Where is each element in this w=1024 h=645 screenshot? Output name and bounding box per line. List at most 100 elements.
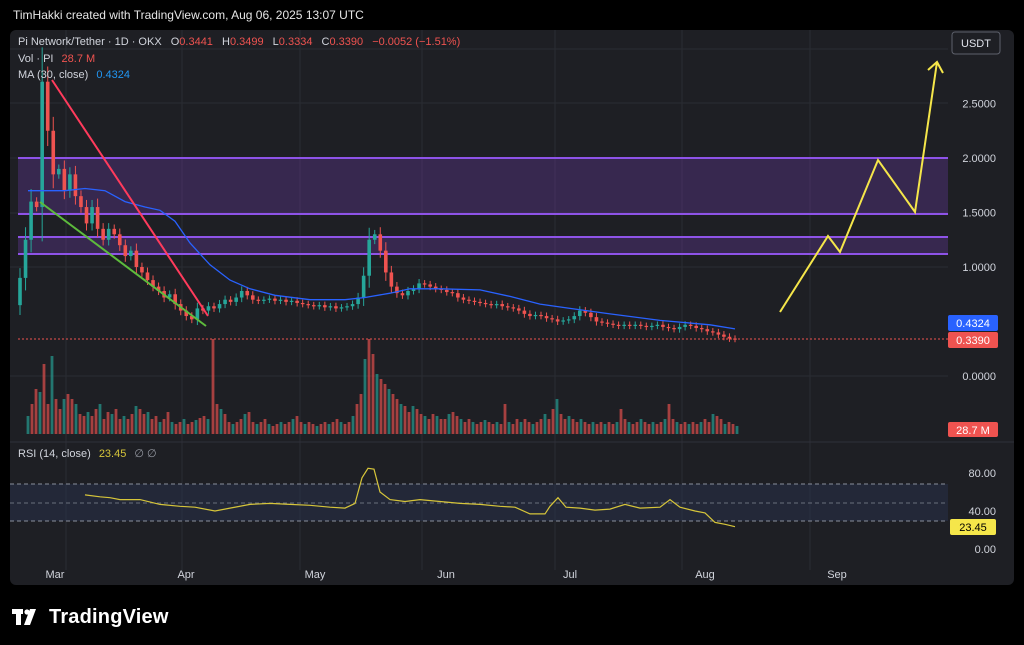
candle-body xyxy=(101,228,105,240)
volume-bar xyxy=(615,422,619,434)
volume-bar xyxy=(215,404,219,434)
volume-bar xyxy=(579,419,583,434)
volume-bar xyxy=(575,422,579,434)
volume-bar xyxy=(655,424,659,434)
volume-bar xyxy=(435,416,439,434)
volume-bar xyxy=(727,422,731,434)
volume-bar xyxy=(311,424,315,434)
candle-body xyxy=(384,250,388,273)
volume-bar xyxy=(371,354,375,434)
rsi-axis[interactable]: 80.00 40.00 0.00 xyxy=(968,468,996,556)
candle-body xyxy=(417,283,421,289)
volume-bar xyxy=(699,422,703,434)
volume-bar xyxy=(223,414,227,434)
candle-body xyxy=(112,228,117,235)
candle-body xyxy=(345,306,349,308)
candle-body xyxy=(372,234,377,240)
candle-body xyxy=(489,304,493,306)
legend-volume: Vol · PI 28.7 M xyxy=(18,53,95,65)
candle-body xyxy=(467,299,471,301)
price-chart[interactable]: Pi Network/Tether · 1D · OKX O0.3441 H0.… xyxy=(10,30,1014,585)
candle-body xyxy=(273,298,277,301)
tradingview-wordmark: TradingView xyxy=(49,605,169,628)
volume-bar xyxy=(647,424,651,434)
candle-body xyxy=(62,168,67,191)
volume-bar xyxy=(174,424,178,434)
candle-body xyxy=(184,310,189,317)
legend-ma: MA (30, close) 0.4324 xyxy=(18,69,130,81)
currency-button[interactable]: USDT xyxy=(951,31,1001,55)
volume-bar xyxy=(231,424,235,434)
volume-bar xyxy=(479,422,483,434)
candle-body xyxy=(672,328,676,330)
candle-body xyxy=(400,293,405,296)
candle-body xyxy=(456,293,460,298)
volume-bar xyxy=(607,422,611,434)
candle-body xyxy=(378,234,383,251)
volume-bar xyxy=(379,379,383,434)
volume-bar xyxy=(367,339,371,434)
volume-bar xyxy=(483,420,487,434)
candle-body xyxy=(699,328,704,330)
candle-body xyxy=(550,318,554,320)
volume-bar xyxy=(178,422,182,434)
candle-body xyxy=(644,325,649,328)
candle-body xyxy=(422,283,427,285)
candle-body xyxy=(389,272,394,287)
volume-bar xyxy=(275,424,279,434)
projection-arrowhead xyxy=(927,60,944,74)
volume-bar xyxy=(154,416,158,434)
tradingview-logo[interactable]: TradingView xyxy=(12,603,169,631)
volume-bar xyxy=(162,419,166,434)
svg-text:USDT[interactable]: USDT xyxy=(961,38,991,50)
volume-bar xyxy=(38,392,42,434)
volume-bar xyxy=(62,399,66,434)
candle-body xyxy=(611,323,615,325)
volume-bar xyxy=(134,406,138,434)
volume-bar xyxy=(303,424,307,434)
time-tick-label: May xyxy=(305,569,326,581)
candle-body xyxy=(256,299,261,301)
svg-text:28.7 M: 28.7 M xyxy=(956,425,990,437)
candle-body xyxy=(566,319,571,321)
candle-body xyxy=(589,312,593,318)
volume-bar xyxy=(211,339,215,434)
time-axis[interactable]: Mar Apr May Jun Jul Aug Sep xyxy=(46,569,847,581)
volume-bar xyxy=(347,422,351,434)
candle-body xyxy=(561,320,565,322)
candle-body xyxy=(517,308,521,311)
volume-bar xyxy=(331,422,335,434)
volume-bar xyxy=(527,422,531,434)
volume-bar xyxy=(715,416,719,434)
candle-body xyxy=(688,324,693,326)
moving-average-line xyxy=(28,187,736,330)
chart-panel[interactable]: Pi Network/Tether · 1D · OKX O0.3441 H0.… xyxy=(10,30,1014,585)
candle-body xyxy=(406,290,410,296)
time-tick-label: Mar xyxy=(46,569,65,581)
volume-bar xyxy=(255,424,259,434)
price-axis[interactable]: 2.5000 2.0000 1.5000 1.0000 0.0000 xyxy=(962,99,996,384)
volume-bar xyxy=(391,394,395,434)
volume-bar xyxy=(42,364,46,434)
volume-bar xyxy=(463,422,467,434)
volume-bar xyxy=(539,419,543,434)
volume-bar xyxy=(567,416,571,434)
candle-body xyxy=(522,310,527,314)
time-tick-label: Aug xyxy=(695,569,715,581)
volume-bar xyxy=(58,409,62,434)
candle-body xyxy=(306,304,311,306)
volume-bar xyxy=(663,419,667,434)
volume-bar xyxy=(427,419,431,434)
volume-bar xyxy=(707,422,711,434)
candle-body xyxy=(727,336,732,339)
candle-body xyxy=(289,300,294,302)
time-tick-label: Jun xyxy=(437,569,455,581)
close-price-badge: 0.3390 xyxy=(948,332,998,348)
candle-body xyxy=(34,201,39,208)
volume-bar xyxy=(587,424,591,434)
volume-bar xyxy=(703,419,707,434)
volume-bar xyxy=(499,424,503,434)
candle-body xyxy=(323,305,327,308)
volume-bar xyxy=(235,422,239,434)
candle-body xyxy=(167,294,172,298)
